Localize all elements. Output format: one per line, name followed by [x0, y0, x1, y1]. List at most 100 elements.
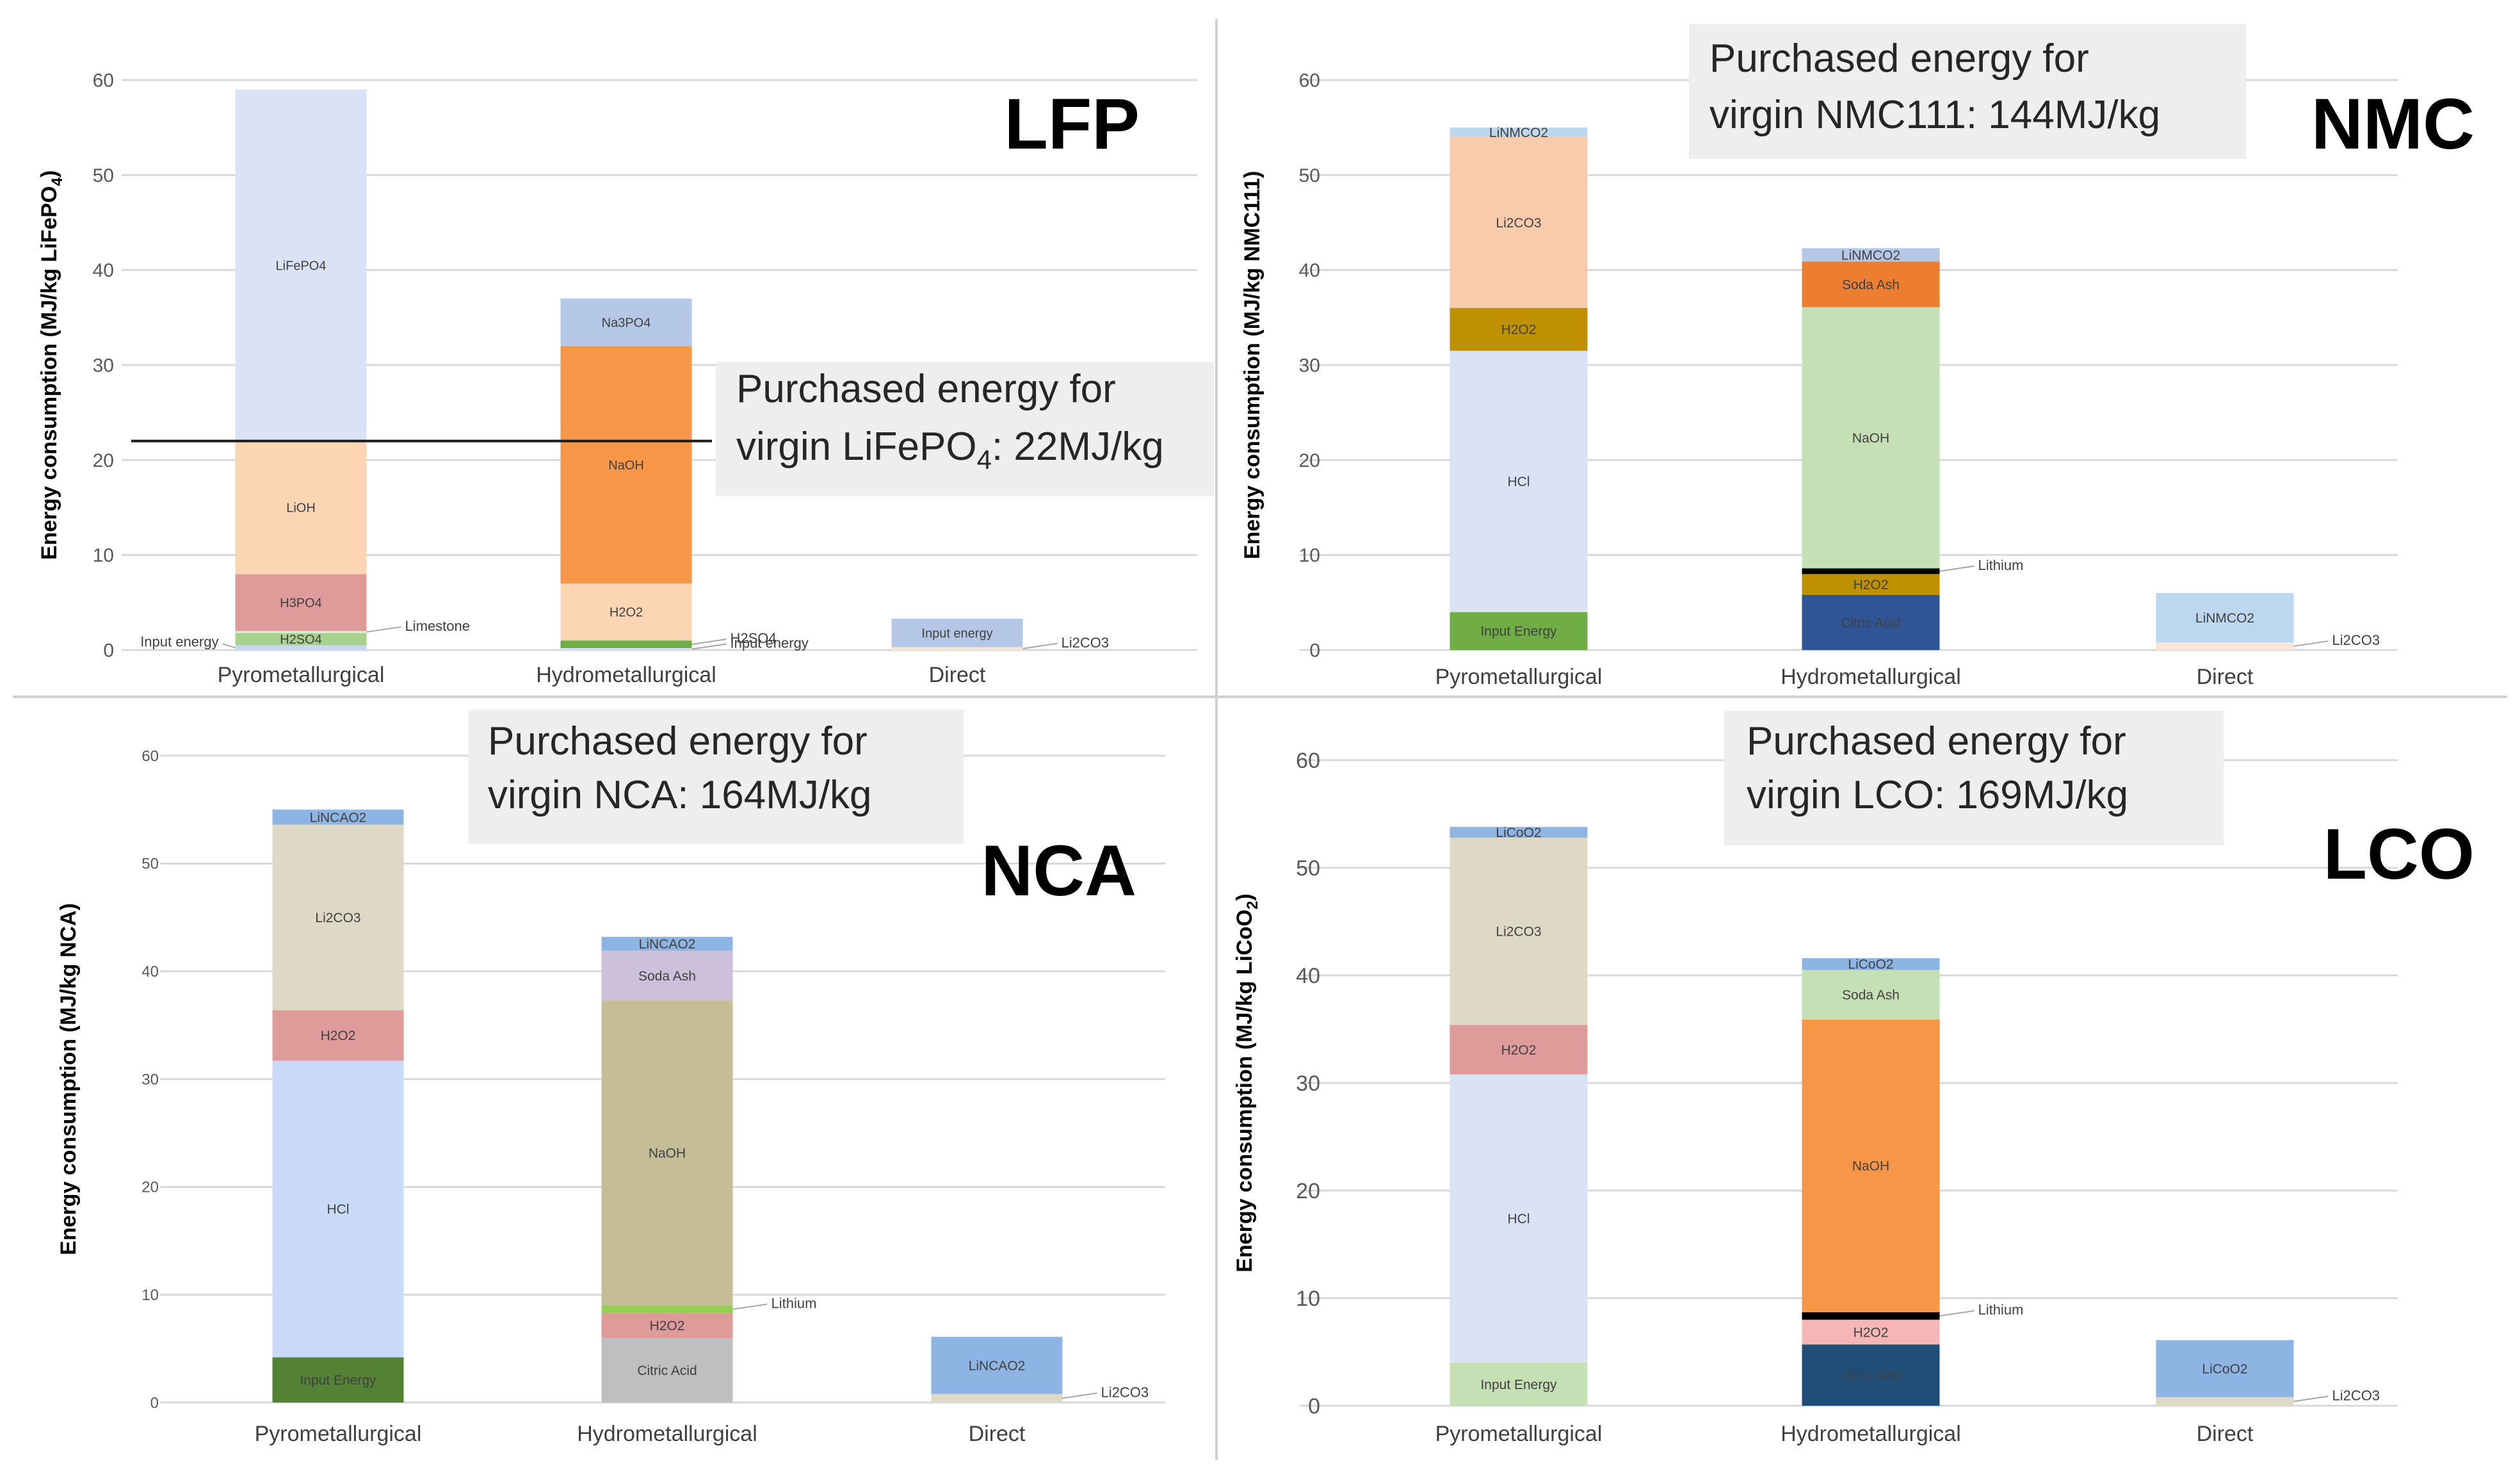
label-leader-line [691, 643, 727, 650]
segment-label: Citric Acid [1841, 615, 1900, 630]
bar-segment-input-energy [1450, 612, 1588, 650]
annotation-line-1: Purchased energy for [1747, 719, 2126, 763]
bar-segment-input-energy [272, 1357, 404, 1403]
annotation-line-2: virgin NCA: 164MJ/kg [488, 773, 872, 817]
bar-segment-na3po4 [560, 298, 692, 346]
label-leader-line [1939, 1310, 1975, 1317]
annotation-line-1: Purchased energy for [1709, 37, 2089, 81]
bar-segment-input-energy [560, 648, 692, 650]
annotation-line-1: Purchased energy for [736, 367, 1116, 411]
x-category-label: Hydrometallurgical [1781, 1422, 1961, 1446]
segment-label: H2O2 [1854, 1325, 1889, 1340]
segment-label: H2O2 [1501, 1043, 1537, 1057]
label-leader-line [2293, 640, 2329, 647]
bar-segment-h3po4 [235, 574, 367, 631]
bar-segment-h2so4 [235, 633, 367, 646]
bar-segment-naoh [1802, 1019, 1940, 1312]
y-tick-label: 50 [1296, 856, 1320, 881]
y-tick-label: 30 [93, 355, 114, 377]
bar-segment-soda-ash [601, 950, 733, 1001]
chart-title: NCA [981, 831, 1136, 911]
segment-label: Citric Acid [637, 1363, 697, 1378]
segment-label: H2SO4 [280, 633, 322, 647]
segment-label: LiOH [286, 501, 316, 516]
y-tick-label: 10 [93, 545, 114, 566]
bar-segment-li2co3 [2156, 642, 2294, 650]
y-tick-label: 40 [93, 260, 114, 281]
bar-segment-naoh [601, 1000, 733, 1306]
bar-segment-lincao2 [601, 936, 733, 951]
x-category-label: Direct [969, 1422, 1026, 1446]
y-axis-label: Energy consumption (MJ/kg LiCoO2) [1232, 893, 1261, 1272]
bar-segment-li2co3 [1450, 137, 1588, 308]
bar-segment-li2co3 [891, 647, 1023, 650]
bar-segment-naoh [560, 346, 692, 584]
x-category-label: Pyrometallurgical [218, 663, 385, 687]
y-tick-label: 10 [141, 1287, 159, 1304]
segment-label: NaOH [608, 459, 644, 473]
bar-segment-lithium [1802, 1312, 1940, 1320]
segment-label: Li2CO3 [1496, 216, 1541, 231]
bar-segment-citric-acid [1802, 594, 1940, 650]
annotation-box [1689, 24, 2246, 159]
segment-label: Soda Ash [1842, 277, 1900, 292]
y-tick-label: 0 [1309, 640, 1320, 662]
annotation-box [716, 362, 1214, 496]
segment-label: Li2CO3 [1062, 635, 1110, 651]
bar-segment-h2o2 [560, 583, 692, 641]
y-tick-label: 60 [93, 70, 114, 92]
segment-label: Lithium [771, 1295, 817, 1311]
y-tick-label: 20 [93, 450, 114, 471]
segment-label: LiNCAO2 [310, 810, 367, 825]
label-leader-line [2293, 1396, 2329, 1403]
annotation-line-2: virgin LCO: 169MJ/kg [1747, 773, 2128, 817]
segment-label: HCl [1508, 1212, 1530, 1226]
segment-label: Soda Ash [638, 969, 696, 984]
bar-segment-licoo2 [1802, 958, 1940, 970]
x-category-label: Pyrometallurgical [1435, 1422, 1603, 1446]
y-tick-label: 20 [1296, 1179, 1320, 1203]
segment-label: Na3PO4 [602, 316, 651, 330]
bar-segment-citric-acid [1802, 1344, 1940, 1406]
bar-segment-linmco2 [1802, 248, 1940, 262]
bar-segment-input-energy [1450, 1362, 1588, 1406]
segment-label: HCl [327, 1202, 350, 1217]
segment-label: Li2CO3 [2332, 1387, 2380, 1403]
segment-label: Input Energy [1480, 624, 1557, 639]
bar-segment-naoh [1802, 307, 1940, 569]
y-tick-label: 20 [1299, 450, 1320, 471]
segment-label: Soda Ash [1842, 988, 1900, 1003]
segment-label: Input Energy [1480, 1378, 1557, 1392]
label-leader-line [732, 1303, 768, 1310]
y-tick-label: 0 [1308, 1394, 1320, 1419]
segment-label: LiFePO4 [276, 259, 327, 273]
segment-label: Lithium [1978, 1302, 2024, 1318]
annotation-line-1: Purchased energy for [488, 719, 868, 763]
segment-label: LiNMCO2 [2195, 611, 2254, 626]
label-leader-line [222, 643, 236, 649]
x-category-label: Hydrometallurgical [1781, 665, 1961, 689]
chart-title: LFP [1004, 84, 1140, 164]
bar-segment-li2co3 [2156, 1397, 2294, 1406]
annotation-line-2: virgin LiFePO4: 22MJ/kg [736, 425, 1164, 475]
bar-segment-licoo2 [2156, 1340, 2294, 1397]
segment-label: Input energy [140, 633, 218, 649]
y-tick-label: 20 [141, 1179, 159, 1196]
segment-label: Li2CO3 [1101, 1384, 1149, 1400]
label-leader-line [366, 626, 401, 633]
segment-label: Limestone [405, 618, 471, 634]
x-category-label: Pyrometallurgical [1435, 665, 1603, 689]
y-tick-label: 60 [141, 747, 159, 765]
bar-segment-citric-acid [601, 1338, 733, 1403]
label-leader-line [1062, 1392, 1097, 1399]
bar-segment-linmco2 [2156, 593, 2294, 643]
y-tick-label: 50 [141, 856, 159, 873]
x-category-label: Direct [2197, 665, 2254, 689]
chart-title: LCO [2323, 814, 2475, 894]
bar-segment-hcl [1450, 350, 1588, 612]
segment-label: HCl [1508, 475, 1530, 489]
segment-label: LiNCAO2 [969, 1358, 1026, 1373]
annotation-line-2: virgin NMC111: 144MJ/kg [1709, 93, 2160, 137]
x-category-label: Direct [929, 663, 986, 687]
